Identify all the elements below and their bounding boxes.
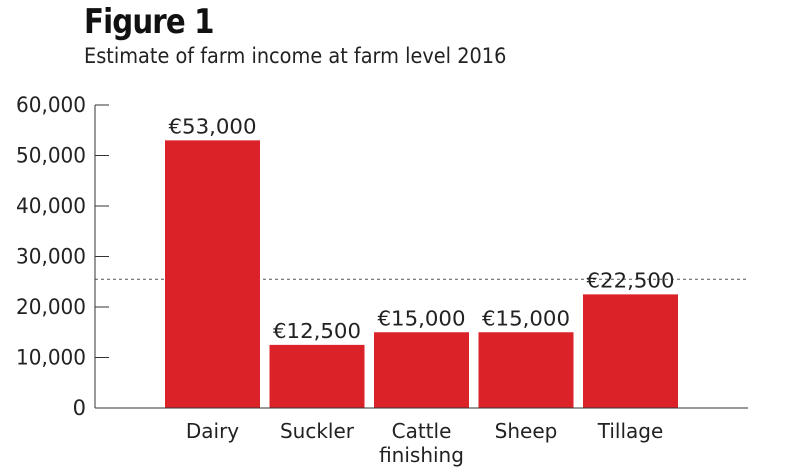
y-tick-label-5: 50,000	[16, 144, 86, 168]
y-tick-label-4: 40,000	[16, 194, 86, 218]
y-tick-label-3: 30,000	[16, 245, 86, 269]
bar-2	[374, 332, 469, 408]
category-label-0: Dairy	[186, 419, 239, 443]
category-label-2-line-0: Cattle	[392, 419, 452, 443]
bar-4	[583, 294, 678, 408]
category-label-4: Tillage	[597, 419, 664, 443]
y-tick-label-0: 0	[73, 396, 86, 420]
y-tick-label-6: 60,000	[16, 93, 86, 117]
y-tick-label-1: 10,000	[16, 346, 86, 370]
figure-title: Figure 1	[84, 2, 215, 42]
bar-0	[165, 140, 260, 408]
category-label-3: Sheep	[495, 419, 558, 443]
figure-subtitle: Estimate of farm income at farm level 20…	[84, 44, 507, 68]
data-label-2: €15,000	[378, 306, 466, 330]
y-tick-label-2: 20,000	[16, 295, 86, 319]
data-label-1: €12,500	[273, 319, 361, 343]
category-label-2-line-1: finishing	[379, 443, 464, 467]
bar-1	[269, 344, 365, 408]
data-label-3: €15,000	[482, 306, 570, 330]
bar-3	[478, 332, 574, 408]
data-label-0: €53,000	[169, 114, 257, 138]
category-label-1: Suckler	[280, 419, 355, 443]
data-label-4: €22,500	[587, 268, 675, 292]
